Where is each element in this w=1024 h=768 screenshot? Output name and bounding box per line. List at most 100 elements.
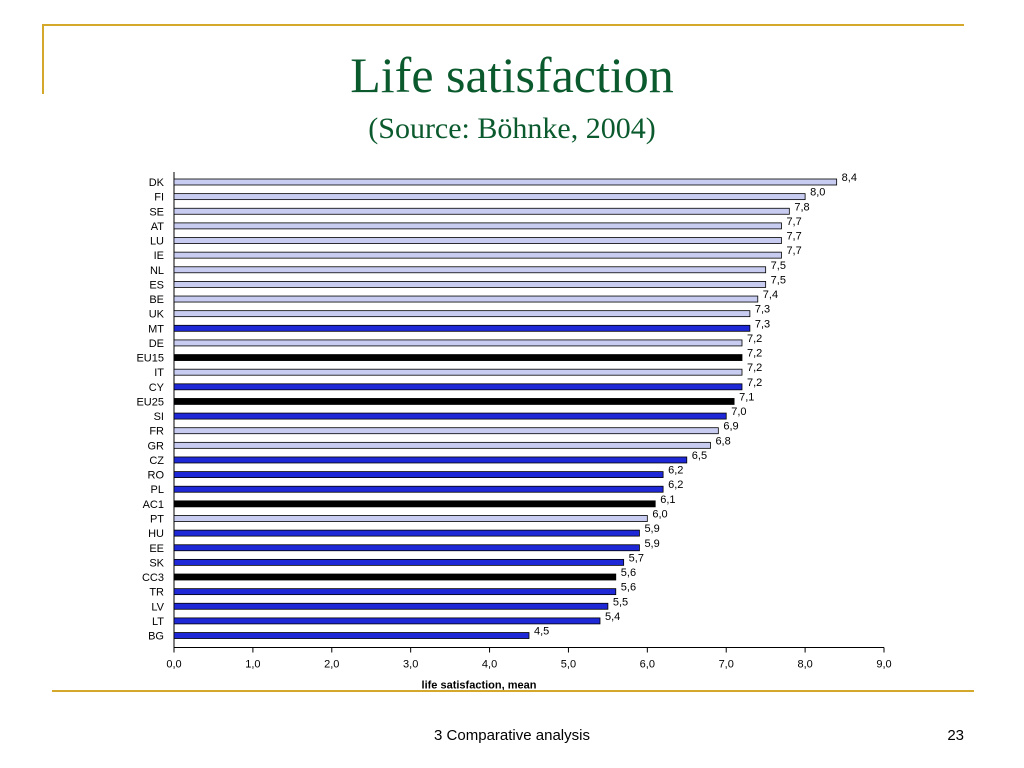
bar: [173, 207, 790, 215]
value-label: 7,2: [747, 333, 762, 345]
bar: [173, 485, 664, 493]
category-label: GR: [148, 440, 165, 452]
value-label: 4,5: [534, 626, 549, 638]
bar: [173, 617, 601, 625]
value-label: 7,7: [786, 231, 801, 243]
value-label: 6,8: [715, 435, 730, 447]
left-accent-line: [42, 24, 44, 94]
bar: [173, 588, 617, 596]
x-axis-title: life satisfaction, mean: [422, 680, 537, 692]
slide-title: Life satisfaction: [350, 47, 674, 103]
x-tick-label: 9,0: [876, 659, 891, 671]
x-tick-label: 6,0: [640, 659, 655, 671]
value-label: 5,6: [621, 567, 636, 579]
value-label: 5,4: [605, 611, 620, 623]
category-label: SK: [149, 557, 164, 569]
value-label: 7,2: [747, 377, 762, 389]
category-label: IT: [154, 367, 164, 379]
bar: [173, 427, 719, 435]
category-label: RO: [148, 470, 165, 482]
bar: [173, 529, 640, 537]
bar: [173, 632, 530, 639]
category-label: AT: [151, 221, 165, 233]
bar: [173, 339, 743, 347]
value-label: 6,0: [652, 508, 667, 520]
value-label: 7,2: [747, 362, 762, 374]
category-label: SE: [149, 206, 164, 218]
bar: [173, 266, 767, 274]
value-label: 7,1: [739, 391, 754, 403]
value-label: 7,8: [794, 201, 809, 213]
value-label: 7,3: [755, 318, 770, 330]
value-label: 7,7: [786, 216, 801, 228]
value-label: 7,5: [771, 274, 786, 286]
page-number: 23: [947, 727, 964, 744]
value-label: 6,1: [660, 494, 675, 506]
bar: [173, 456, 688, 464]
category-label: NL: [150, 265, 164, 277]
x-tick-label: 2,0: [324, 659, 339, 671]
category-label: ES: [149, 279, 164, 291]
value-label: 7,0: [731, 406, 746, 418]
bar: [173, 558, 625, 566]
category-label: AC1: [143, 499, 164, 511]
bar: [173, 354, 743, 361]
bar: [173, 368, 743, 376]
bar: [173, 573, 617, 581]
value-label: 5,6: [621, 582, 636, 594]
category-label: EE: [149, 543, 164, 555]
bar: [173, 544, 640, 552]
footer-text: 3 Comparative analysis: [434, 727, 590, 744]
category-label: MT: [148, 323, 164, 335]
value-label: 8,4: [842, 172, 857, 184]
value-label: 5,7: [629, 552, 644, 564]
bar: [173, 398, 735, 405]
bar: [173, 295, 759, 303]
category-label: SI: [154, 411, 164, 423]
bar: [173, 441, 711, 449]
bar-chart: DK 8,4 FI 8,0 SE 7,8 AT 7,7 LU 7,7 IE 7,7 NL 7,5 ES 7,5…: [136, 172, 892, 692]
category-label: FI: [154, 192, 164, 204]
bottom-accent-line: [52, 690, 974, 692]
value-label: 7,5: [771, 260, 786, 272]
bar: [173, 222, 782, 230]
category-label: TR: [149, 587, 164, 599]
bar: [173, 515, 648, 522]
x-tick-label: 8,0: [797, 659, 812, 671]
category-label: UK: [149, 309, 165, 321]
bar: [173, 251, 782, 259]
category-label: DE: [149, 338, 164, 350]
bar: [173, 602, 609, 610]
value-label: 6,2: [668, 465, 683, 477]
bar: [173, 237, 782, 244]
category-label: DK: [149, 177, 165, 189]
category-label: IE: [154, 250, 164, 262]
x-tick-label: 1,0: [245, 659, 260, 671]
bar: [173, 193, 806, 201]
category-label: CZ: [149, 455, 164, 467]
value-label: 7,3: [755, 304, 770, 316]
category-label: LT: [152, 616, 164, 628]
slide-subtitle: (Source: Böhnke, 2004): [368, 112, 656, 145]
category-label: HU: [148, 528, 164, 540]
category-label: BE: [149, 294, 164, 306]
value-label: 6,2: [668, 479, 683, 491]
bar: [173, 324, 751, 332]
value-label: 7,4: [763, 289, 778, 301]
x-tick-label: 0,0: [166, 659, 181, 671]
bar: [173, 412, 727, 420]
value-label: 5,9: [644, 538, 659, 550]
category-label: FR: [149, 426, 164, 438]
category-label: EU15: [136, 353, 164, 365]
top-accent-line: [42, 24, 964, 26]
bar: [173, 471, 664, 479]
x-tick-label: 3,0: [403, 659, 418, 671]
x-tick-label: 7,0: [719, 659, 734, 671]
value-label: 7,2: [747, 348, 762, 360]
category-label: BG: [148, 631, 164, 643]
value-label: 5,5: [613, 596, 628, 608]
bar: [173, 281, 767, 288]
bar: [173, 500, 656, 508]
value-label: 6,9: [723, 421, 738, 433]
value-label: 6,5: [692, 450, 707, 462]
